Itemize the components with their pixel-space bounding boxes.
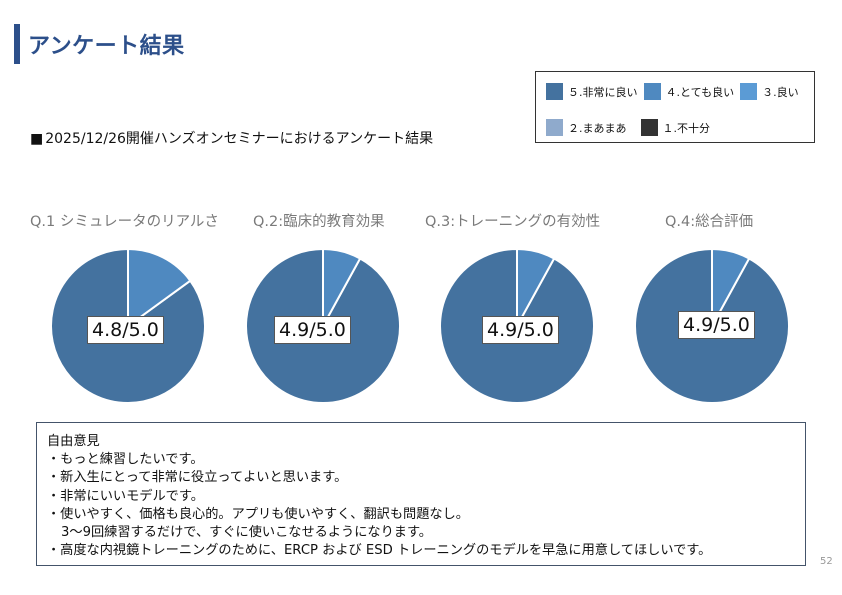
- legend-row-1: ５.非常に良い ４.とても良い ３.良い: [546, 83, 805, 100]
- pie-slice-rating4: [711, 248, 751, 327]
- legend-item-rating5: ５.非常に良い: [546, 83, 638, 100]
- legend-swatch-rating5: [546, 83, 563, 100]
- legend-item-rating3: ３.良い: [740, 83, 799, 100]
- legend-swatch-rating2: [546, 119, 563, 136]
- legend-item-rating1: １.不十分: [640, 119, 711, 136]
- legend-label: ５.非常に良い: [568, 85, 638, 99]
- legend-swatch-rating4: [643, 83, 661, 100]
- q3-score-label: 4.9/5.0: [482, 316, 559, 344]
- q4-score-label: 4.9/5.0: [678, 311, 755, 339]
- q3-title: Q.3:トレーニングの有効性: [425, 214, 601, 230]
- q2-score-label: 4.9/5.0: [274, 316, 351, 344]
- legend-label: ２.まあまあ: [568, 121, 627, 135]
- comment-item: ・使いやすく、価格も良心的。アプリも使いやすく、翻訳も問題なし。: [47, 506, 469, 522]
- comments-heading: 自由意見: [47, 434, 100, 449]
- comment-item-continued: 3〜9回練習するだけで、すぐに使いこなせるようになります。: [61, 525, 432, 541]
- page-title: アンケート結果: [28, 34, 185, 59]
- title-accent-bar: [14, 24, 20, 64]
- chart-legend: ５.非常に良い ４.とても良い ３.良い ２.まあまあ １.不十分: [535, 71, 815, 143]
- comment-item: ・新入生にとって非常に役立ってよいと思います。: [47, 470, 348, 486]
- legend-item-rating4: ４.とても良い: [643, 83, 735, 100]
- legend-row-2: ２.まあまあ １.不十分: [546, 119, 716, 136]
- comment-item: ・もっと練習したいです。: [47, 452, 204, 468]
- comment-item: ・高度な内視鏡トレーニングのために、ERCP および ESD トレーニングのモデ…: [47, 543, 712, 559]
- legend-swatch-rating3: [740, 83, 758, 100]
- page-number: 52: [820, 556, 833, 567]
- pie-slice-rating4: [516, 248, 556, 327]
- free-comments-box: 自由意見 ・もっと練習したいです。 ・新入生にとって非常に役立ってよいと思います…: [36, 422, 806, 566]
- comment-item: ・非常にいいモデルです。: [47, 488, 204, 504]
- legend-item-rating2: ２.まあまあ: [546, 119, 627, 136]
- legend-swatch-rating1: [640, 119, 658, 136]
- survey-subtitle: ■ 2025/12/26開催ハンズオンセミナーにおけるアンケート結果: [30, 128, 433, 148]
- legend-label: １.不十分: [662, 121, 711, 135]
- legend-label: ４.とても良い: [665, 85, 735, 99]
- legend-label: ３.良い: [762, 85, 799, 99]
- pie-slice-rating4: [322, 248, 362, 327]
- q1-title: Q.1 シミュレータのリアルさ: [30, 214, 219, 230]
- pie-slice-rating4: [127, 248, 192, 328]
- subtitle-bullet: ■: [30, 131, 44, 147]
- q1-score-label: 4.8/5.0: [87, 316, 164, 344]
- q4-title: Q.4:総合評価: [665, 214, 754, 230]
- q2-title: Q.2:臨床的教育効果: [253, 214, 385, 230]
- subtitle-text: 2025/12/26開催ハンズオンセミナーにおけるアンケート結果: [45, 131, 434, 147]
